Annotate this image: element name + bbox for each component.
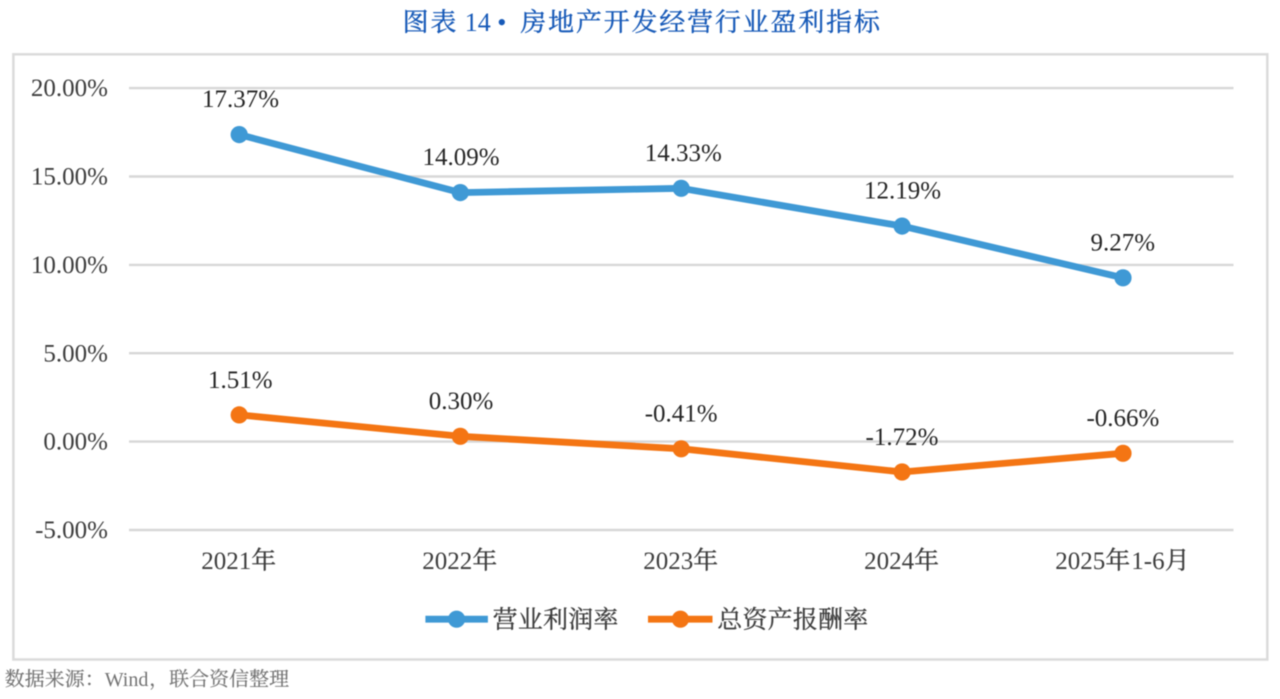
svg-text:Wind: Wind bbox=[105, 669, 149, 691]
svg-text:-0.41%: -0.41% bbox=[645, 401, 718, 428]
svg-text:-0.66%: -0.66% bbox=[1086, 405, 1159, 432]
svg-text:2024: 2024 bbox=[864, 548, 915, 575]
svg-text:1-6: 1-6 bbox=[1131, 548, 1164, 575]
svg-text:1.51%: 1.51% bbox=[208, 367, 273, 394]
svg-text:2025: 2025 bbox=[1055, 548, 1105, 575]
svg-text:2022: 2022 bbox=[422, 548, 472, 575]
svg-text:•: • bbox=[497, 8, 506, 37]
svg-text:14.09%: 14.09% bbox=[422, 144, 499, 171]
svg-text:9.27%: 9.27% bbox=[1091, 229, 1156, 256]
svg-text:14: 14 bbox=[465, 8, 491, 37]
svg-text:20.00%: 20.00% bbox=[31, 75, 108, 102]
svg-text:0.30%: 0.30% bbox=[429, 388, 494, 415]
svg-text:0.00%: 0.00% bbox=[43, 429, 108, 456]
svg-text:2023: 2023 bbox=[643, 548, 693, 575]
svg-text:5.00%: 5.00% bbox=[43, 340, 108, 367]
svg-text:14.33%: 14.33% bbox=[645, 140, 722, 167]
svg-text:10.00%: 10.00% bbox=[31, 252, 108, 279]
svg-text:12.19%: 12.19% bbox=[864, 178, 941, 205]
svg-text:15.00%: 15.00% bbox=[31, 164, 108, 191]
svg-text:17.37%: 17.37% bbox=[202, 86, 279, 113]
svg-text:2021: 2021 bbox=[201, 548, 251, 575]
svg-text:-1.72%: -1.72% bbox=[866, 424, 939, 451]
svg-text:-5.00%: -5.00% bbox=[35, 517, 108, 544]
